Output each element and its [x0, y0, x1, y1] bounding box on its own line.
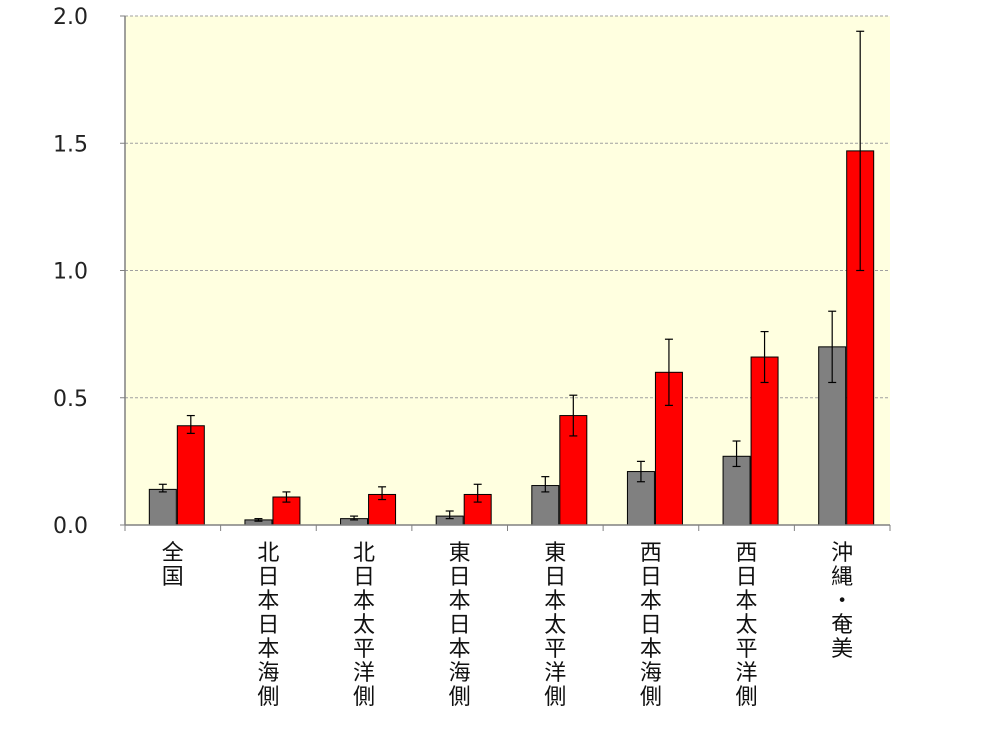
x-tick-label: 北日本太平洋側 [353, 541, 375, 710]
axis-labels: 0.0 0.5 1.0 1.5 2.0 全国 北日本日本海側 北日本太平洋側 東日本日本海側 東日… [53, 5, 853, 710]
x-tick-label: 東日本日本海側 [449, 541, 471, 710]
y-tick-label: 2.0 [53, 5, 88, 30]
axes [120, 15, 891, 531]
y-tick-label: 0.0 [53, 514, 88, 539]
bar-gray [722, 455, 751, 526]
x-tick-label: 沖縄・奄美 [831, 541, 853, 662]
y-tick-label: 1.5 [53, 132, 88, 157]
x-tick-label: 東日本太平洋側 [544, 541, 566, 710]
y-tick-label: 0.5 [53, 387, 88, 412]
x-tick-label: 西日本日本海側 [640, 541, 662, 710]
x-tick-label: 西日本太平洋側 [736, 541, 758, 710]
x-tick-label: 北日本日本海側 [257, 541, 279, 710]
y-tick-label: 1.0 [53, 260, 88, 285]
bar-gray [148, 488, 177, 526]
x-tick-label: 全国 [162, 541, 184, 590]
bar-red [176, 425, 205, 526]
bars [148, 30, 875, 526]
